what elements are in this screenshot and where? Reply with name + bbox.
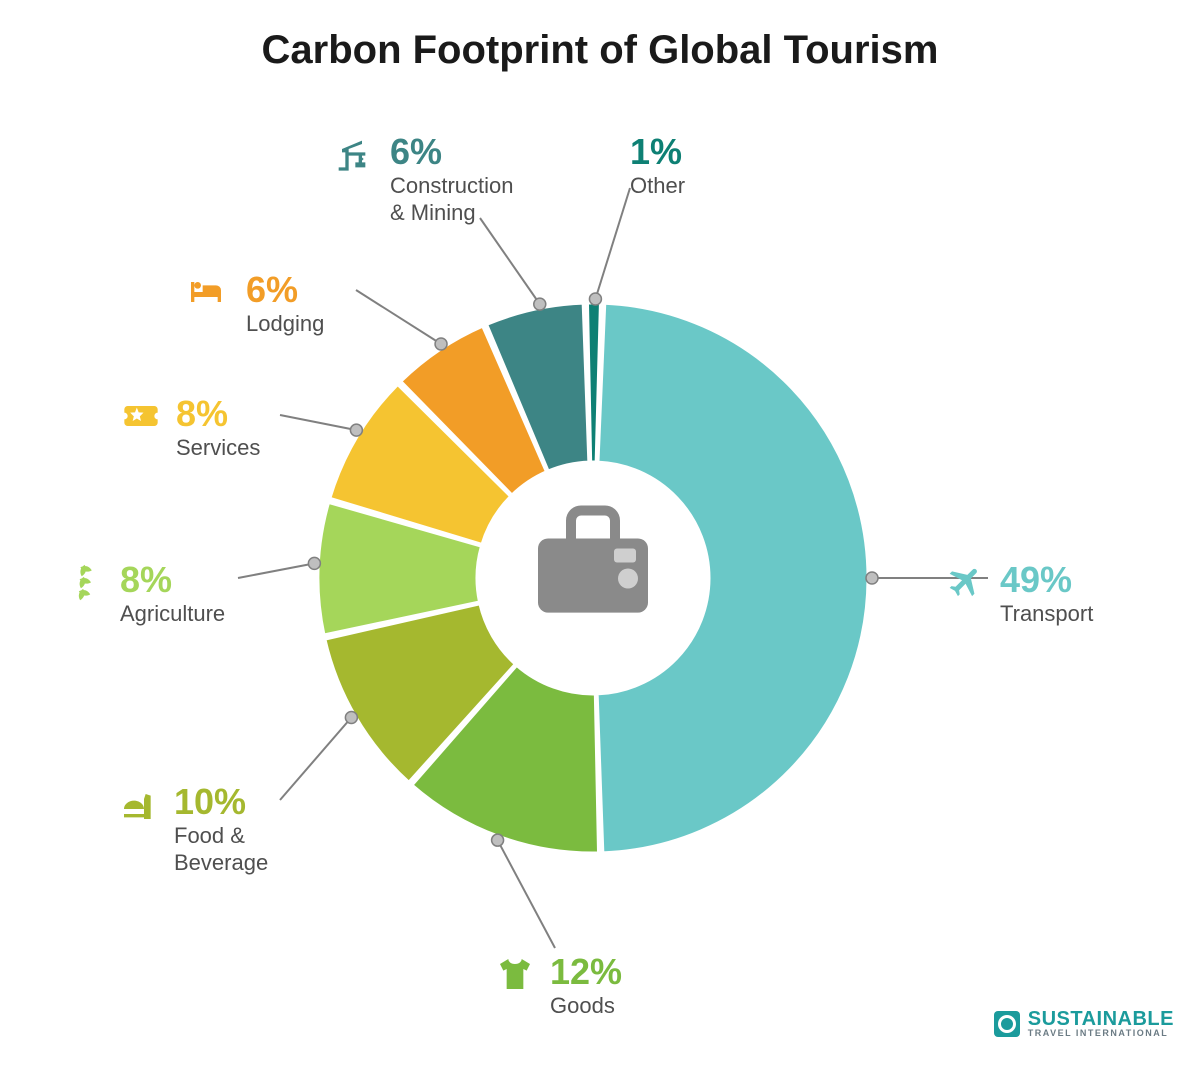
pct-construction_mining: 6% [390, 131, 442, 172]
wheat-icon [65, 562, 105, 602]
name-agriculture: Agriculture [120, 601, 225, 626]
pct-services: 8% [176, 393, 228, 434]
donut-chart [0, 0, 1200, 1066]
attribution: SUSTAINABLE TRAVEL INTERNATIONAL [994, 1009, 1174, 1038]
leader-dot-other [589, 293, 601, 305]
name-goods: Goods [550, 993, 615, 1018]
infographic-root: Carbon Footprint of Global Tourism 49%Tr… [0, 0, 1200, 1066]
name-other: Other [630, 173, 685, 198]
leader-dot-construction_mining [534, 298, 546, 310]
label-services: 8%Services [176, 392, 260, 462]
leader-line-lodging [356, 290, 441, 344]
attribution-line2: TRAVEL INTERNATIONAL [1028, 1029, 1174, 1038]
suitcase-icon [538, 511, 648, 613]
leader-dot-goods [492, 834, 504, 846]
airplane-icon [945, 562, 985, 602]
leader-line-other [595, 188, 630, 299]
crane-icon [332, 134, 372, 174]
label-construction_mining: 6%Construction& Mining [390, 130, 514, 226]
label-lodging: 6%Lodging [246, 268, 324, 338]
leader-dot-lodging [435, 338, 447, 350]
name-services: Services [176, 435, 260, 460]
tshirt-icon [495, 954, 535, 994]
pct-transport: 49% [1000, 559, 1072, 600]
pct-lodging: 6% [246, 269, 298, 310]
bed-icon [186, 272, 226, 312]
leader-dot-services [350, 424, 362, 436]
attribution-text: SUSTAINABLE TRAVEL INTERNATIONAL [1028, 1009, 1174, 1038]
donut-svg [0, 0, 1200, 1066]
pct-other: 1% [630, 131, 682, 172]
label-transport: 49%Transport [1000, 558, 1093, 628]
name-lodging: Lodging [246, 311, 324, 336]
leader-line-agriculture [238, 563, 314, 578]
leader-line-food_beverage [280, 718, 351, 801]
pct-food_beverage: 10% [174, 781, 246, 822]
label-goods: 12%Goods [550, 950, 622, 1020]
label-agriculture: 8%Agriculture [120, 558, 225, 628]
label-other: 1%Other [630, 130, 685, 200]
leader-dot-transport [866, 572, 878, 584]
name-food_beverage: Food &Beverage [174, 823, 268, 874]
pct-agriculture: 8% [120, 559, 172, 600]
ticket-icon [121, 396, 161, 436]
sustainable-travel-logo-icon [994, 1011, 1020, 1037]
name-transport: Transport [1000, 601, 1093, 626]
pct-goods: 12% [550, 951, 622, 992]
leader-line-construction_mining [480, 218, 540, 304]
name-construction_mining: Construction& Mining [390, 173, 514, 224]
leader-dot-food_beverage [345, 712, 357, 724]
leader-line-goods [498, 840, 555, 948]
leader-dot-agriculture [308, 557, 320, 569]
leader-line-services [280, 415, 356, 430]
attribution-line1: SUSTAINABLE [1028, 1009, 1174, 1029]
label-food_beverage: 10%Food &Beverage [174, 780, 268, 876]
food-icon [119, 784, 159, 824]
